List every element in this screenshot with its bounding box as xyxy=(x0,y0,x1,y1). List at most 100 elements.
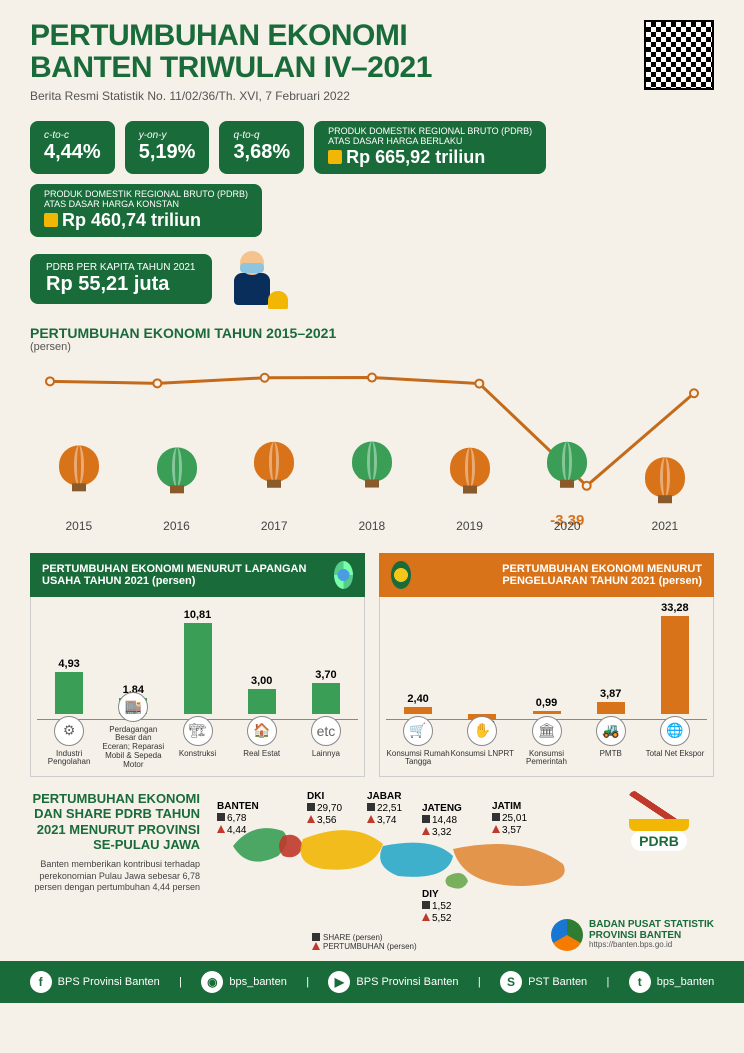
stat-kapita: PDRB PER KAPITA TAHUN 2021 Rp 55,21 juta xyxy=(30,254,212,304)
year-column: 5,282016 xyxy=(128,466,226,533)
province-label: BANTEN6,784,44 xyxy=(217,801,259,837)
map-legend: SHARE (persen) PERTUMBUHAN (persen) xyxy=(312,933,417,951)
balloon-icon xyxy=(450,447,490,493)
expenditure-panel: PERTUMBUHAN EKONOMI MENURUT PENGELUARAN … xyxy=(379,553,714,777)
province-label: DKI29,703,56 xyxy=(307,791,342,827)
stat-value: Rp 665,92 triliun xyxy=(328,147,532,168)
bar-label: Total Net Ekspor xyxy=(646,750,705,770)
bar-column: 0,99🏛Konsumsi Pemerintah xyxy=(514,607,578,770)
bar-label: Konsumsi Pemerintah xyxy=(514,750,578,770)
growth-value: 3,57 xyxy=(502,825,521,836)
province-name: DIY xyxy=(422,889,451,901)
kapita-row: PDRB PER KAPITA TAHUN 2021 Rp 55,21 juta xyxy=(0,245,744,319)
stat-label: c-to-c xyxy=(44,130,101,141)
stat-value: Rp 55,21 juta xyxy=(46,273,196,296)
square-icon xyxy=(367,803,375,811)
triangle-icon xyxy=(217,825,225,833)
legend-share: SHARE (persen) xyxy=(323,933,383,942)
bar-column: 4,93⚙Industri Pengolahan xyxy=(37,607,101,770)
social-label: BPS Provinsi Banten xyxy=(356,976,458,988)
stat-sublabel: ATAS DASAR HARGA KONSTAN xyxy=(44,200,248,210)
bar-rect xyxy=(55,672,83,713)
bar-column: 2,40🛒Konsumsi Rumah Tangga xyxy=(386,607,450,770)
bps-name: BADAN PUSAT STATISTIK xyxy=(589,919,714,930)
category-icon: ✋ xyxy=(467,716,497,746)
stat-label: PDRB PER KAPITA TAHUN 2021 xyxy=(46,262,196,273)
gear-icon xyxy=(334,561,353,589)
social-link[interactable]: ◉ bps_banten xyxy=(201,971,287,993)
twin-panels: PERTUMBUHAN EKONOMI MENURUT LAPANGAN USA… xyxy=(0,543,744,777)
pdrb-label: PDRB xyxy=(631,831,687,851)
bar-column: 3,00🏠Real Estat xyxy=(230,607,294,770)
stat-value: Rp 460,74 triliun xyxy=(44,210,248,231)
sector-unit: (persen) xyxy=(152,575,195,587)
category-icon: 🏬 xyxy=(118,692,148,722)
square-icon xyxy=(312,933,320,941)
stat-label: y-on-y xyxy=(139,130,196,141)
province-name: JABAR xyxy=(367,791,402,803)
social-label: bps_banten xyxy=(229,976,287,988)
social-link[interactable]: fBPS Provinsi Banten xyxy=(30,971,160,993)
category-icon: 🚜 xyxy=(596,716,626,746)
square-icon xyxy=(422,901,430,909)
bar-value: 4,93 xyxy=(58,658,79,670)
growth-line-chart: 5,4520155,2820165,7520175,7720185,262019… xyxy=(30,363,714,533)
social-link[interactable]: SPST Banten xyxy=(500,971,587,993)
bps-url: https://banten.bps.go.id xyxy=(589,941,714,950)
year-label: 2016 xyxy=(128,519,226,533)
category-icon: 🏗 xyxy=(183,716,213,746)
java-map: SHARE (persen) PERTUMBUHAN (persen) PDRB… xyxy=(212,791,714,951)
balloon-icon xyxy=(352,441,392,487)
stat-pdrb-konstan: PRODUK DOMESTIK REGIONAL BRUTO (PDRB) AT… xyxy=(30,184,262,237)
sector-panel-header: PERTUMBUHAN EKONOMI MENURUT LAPANGAN USA… xyxy=(30,553,365,597)
balloon-icon xyxy=(157,447,197,493)
person-icon xyxy=(222,249,282,309)
triangle-icon xyxy=(307,815,315,823)
province-label: JATIM25,013,57 xyxy=(492,801,527,837)
separator: | xyxy=(306,976,309,988)
bar-label: Lainnya xyxy=(312,750,340,770)
bar-label: PMTB xyxy=(600,750,622,770)
square-icon xyxy=(307,803,315,811)
subtitle: Berita Resmi Statistik No. 11/02/36/Th. … xyxy=(30,89,432,103)
bar-column: 1,84🏬Perdagangan Besar dan Eceran; Repar… xyxy=(101,607,165,770)
bps-text: BADAN PUSAT STATISTIK PROVINSI BANTEN ht… xyxy=(589,919,714,950)
share-value: 25,01 xyxy=(502,813,527,824)
share-value: 29,70 xyxy=(317,803,342,814)
stat-pills: c-to-c 4,44% y-on-y 5,19% q-to-q 3,68% P… xyxy=(0,113,744,245)
year-column: 5,772018 xyxy=(323,466,421,533)
growth-arrow-icon xyxy=(629,791,689,831)
growth-value: 3,56 xyxy=(317,815,336,826)
year-column: 5,752017 xyxy=(225,466,323,533)
social-label: BPS Provinsi Banten xyxy=(58,976,160,988)
balloon-icon xyxy=(254,441,294,487)
expenditure-unit: (persen) xyxy=(659,575,702,587)
title-line1: PERTUMBUHAN EKONOMI xyxy=(30,19,407,52)
year-label: 2017 xyxy=(225,519,323,533)
bar-rect xyxy=(184,623,212,713)
growth-chart-unit: (persen) xyxy=(0,341,744,353)
magnifier-icon xyxy=(391,561,411,589)
bar-label: Real Estat xyxy=(243,750,280,770)
bar-label: Perdagangan Besar dan Eceran; Reparasi M… xyxy=(101,726,165,770)
separator: | xyxy=(478,976,481,988)
social-label: PST Banten xyxy=(528,976,587,988)
footer: fBPS Provinsi Banten | ◉ bps_banten | ▶BPS Pr… xyxy=(0,961,744,1003)
province-name: DKI xyxy=(307,791,342,803)
stat-pdrb-berlaku: PRODUK DOMESTIK REGIONAL BRUTO (PDRB) AT… xyxy=(314,121,546,174)
page: PERTUMBUHAN EKONOMI BANTEN TRIWULAN IV–2… xyxy=(0,0,744,1053)
bar-rect xyxy=(661,616,689,714)
title-block: PERTUMBUHAN EKONOMI BANTEN TRIWULAN IV–2… xyxy=(30,20,432,103)
triangle-icon xyxy=(422,827,430,835)
stat-value: 4,44% xyxy=(44,141,101,164)
bar-label: Industri Pengolahan xyxy=(37,750,101,770)
social-link[interactable]: tbps_banten xyxy=(629,971,715,993)
year-column: 5,262019 xyxy=(421,466,519,533)
social-icon: ◉ xyxy=(201,971,223,993)
share-value: 1,52 xyxy=(432,901,451,912)
stat-sublabel: ATAS DASAR HARGA BERLAKU xyxy=(328,137,532,147)
social-link[interactable]: ▶BPS Provinsi Banten xyxy=(328,971,458,993)
year-label: 2015 xyxy=(30,519,128,533)
expenditure-bar-chart: 2,40🛒Konsumsi Rumah Tangga-1,73✋Konsumsi… xyxy=(379,597,714,777)
map-text: PERTUMBUHAN EKONOMI DAN SHARE PDRB TAHUN… xyxy=(30,791,200,951)
